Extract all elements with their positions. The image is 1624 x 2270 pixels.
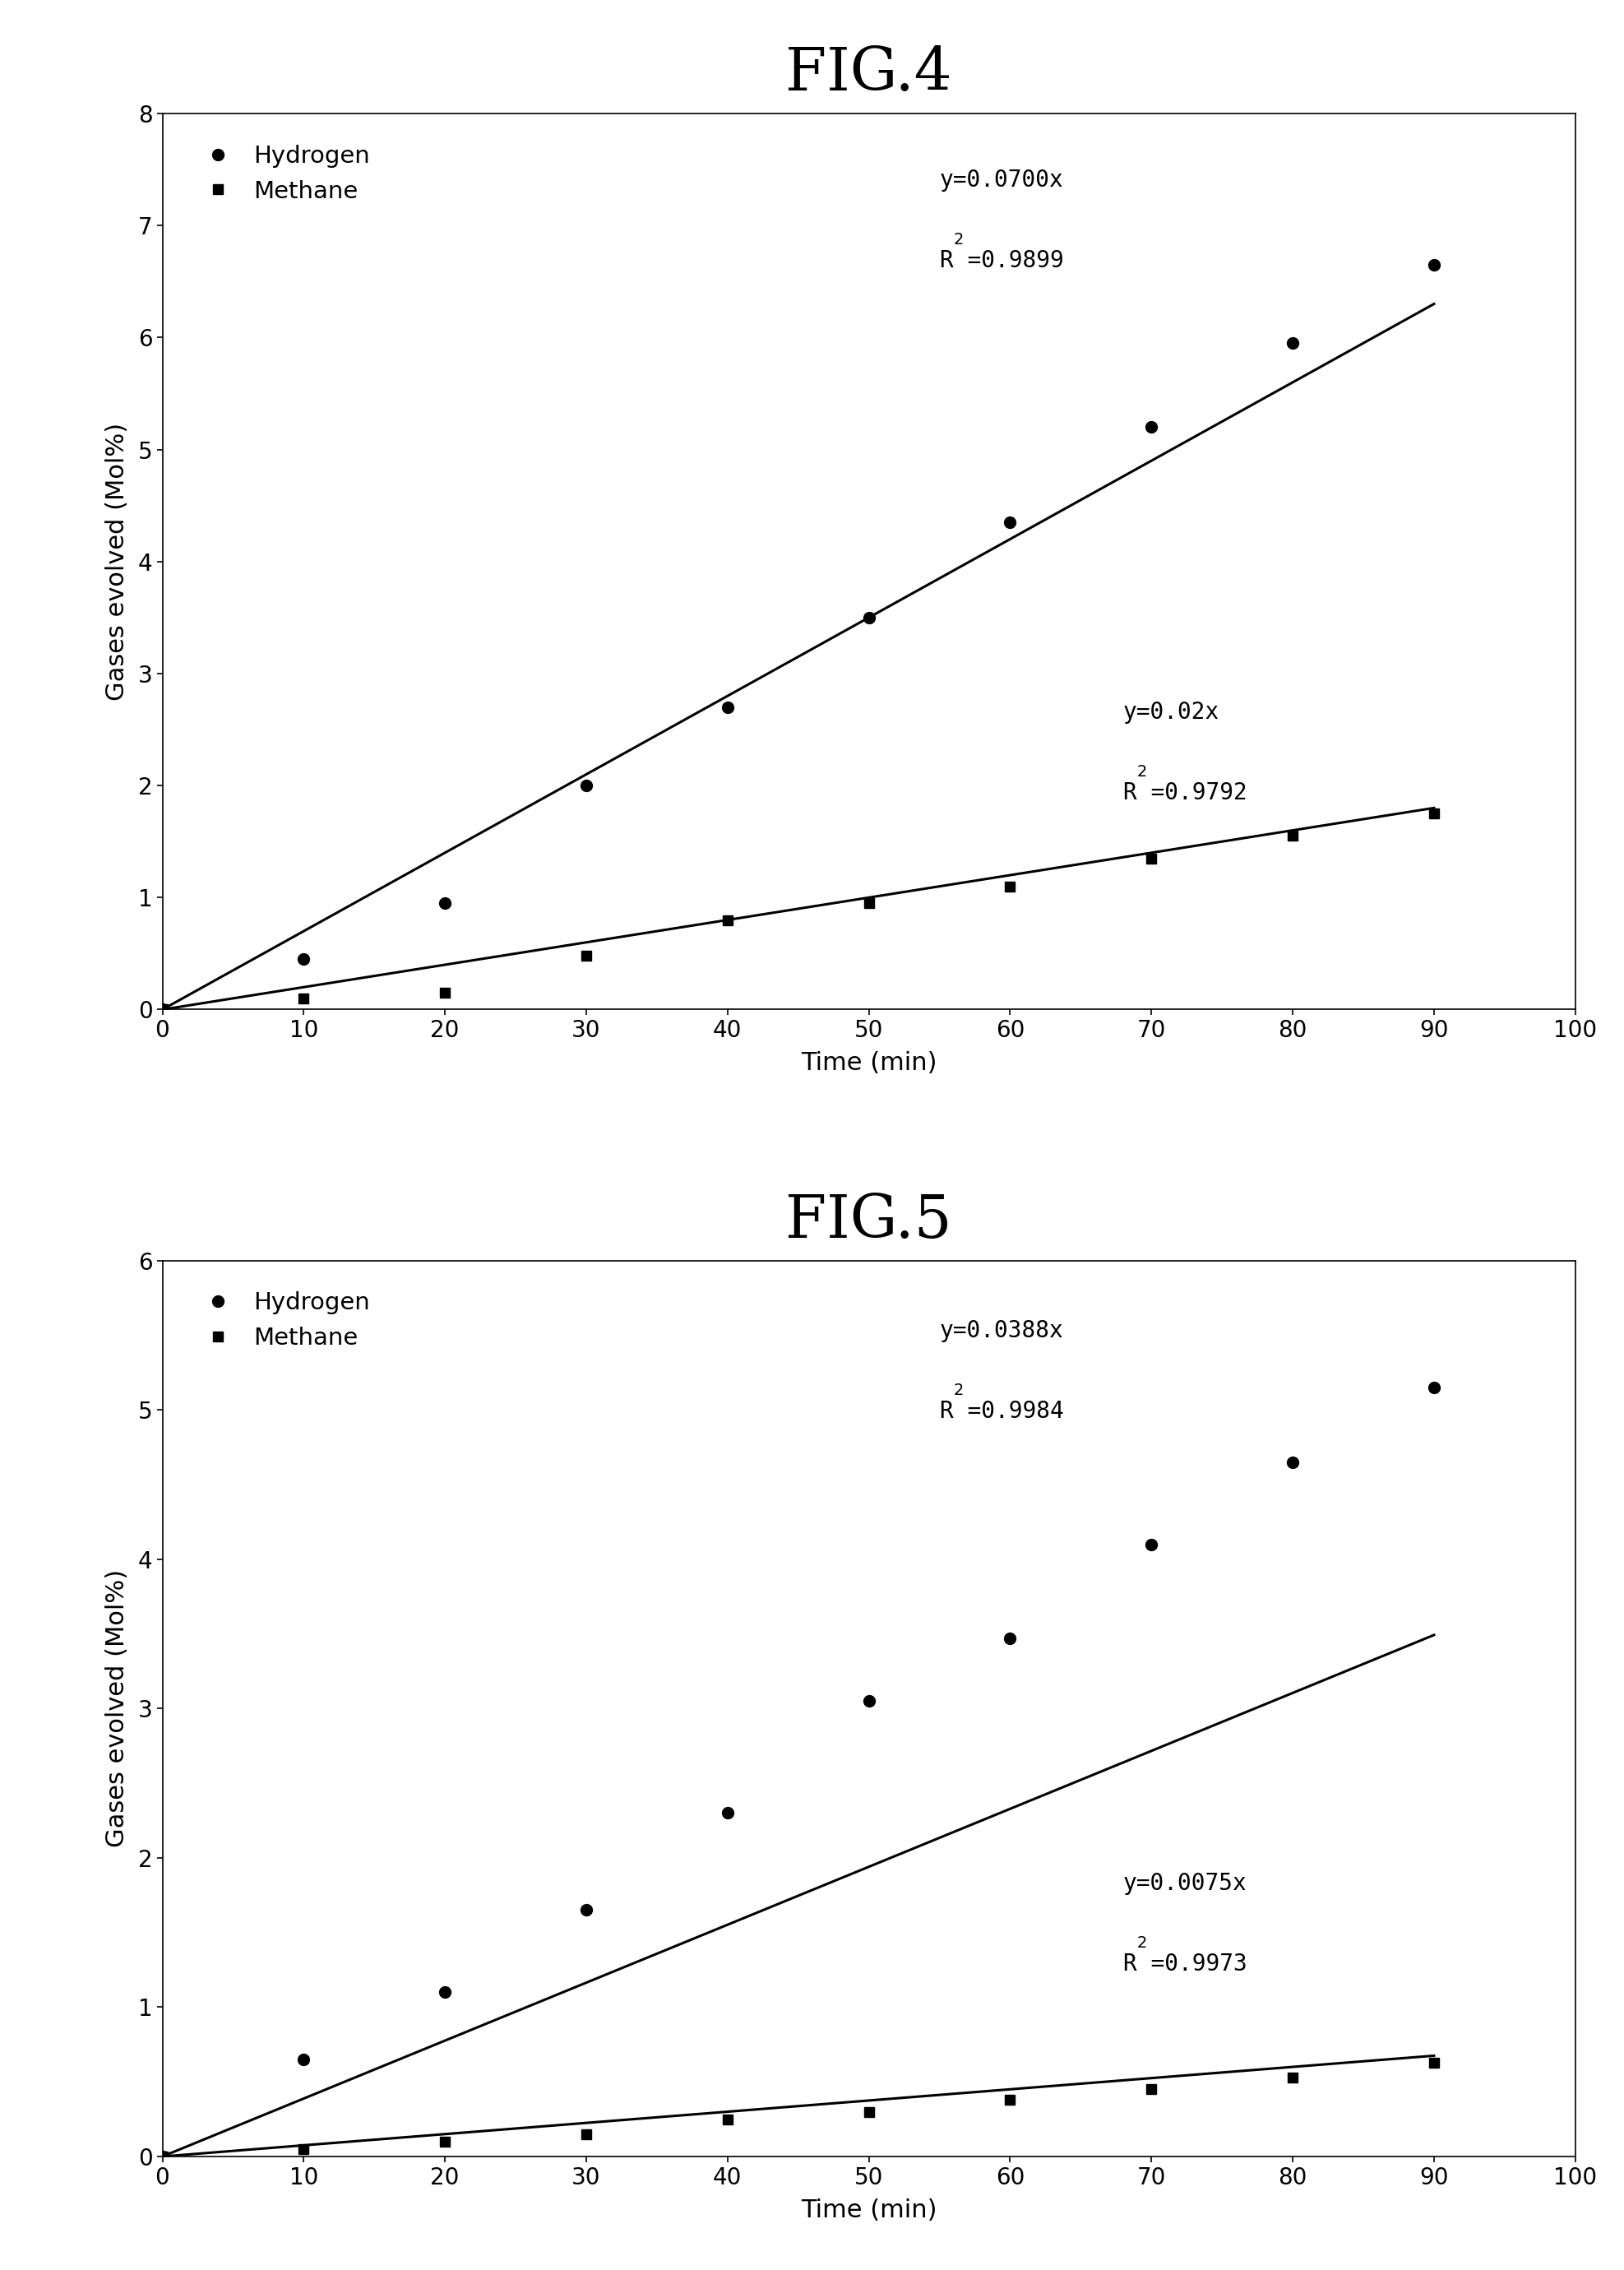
Text: y=0.0075x: y=0.0075x bbox=[1124, 1873, 1247, 1895]
Text: 2: 2 bbox=[1137, 1934, 1148, 1950]
Text: R =0.9899: R =0.9899 bbox=[939, 250, 1064, 272]
Text: y=0.02x: y=0.02x bbox=[1124, 701, 1220, 724]
Legend: Hydrogen, Methane: Hydrogen, Methane bbox=[174, 125, 390, 222]
Title: FIG.4: FIG.4 bbox=[786, 45, 952, 102]
Text: R =0.9984: R =0.9984 bbox=[939, 1401, 1064, 1423]
Text: 2: 2 bbox=[953, 1382, 963, 1398]
Text: 2: 2 bbox=[1137, 765, 1148, 779]
X-axis label: Time (min): Time (min) bbox=[801, 1051, 937, 1076]
Text: y=0.0388x: y=0.0388x bbox=[939, 1319, 1064, 1342]
Legend: Hydrogen, Methane: Hydrogen, Methane bbox=[174, 1273, 390, 1369]
X-axis label: Time (min): Time (min) bbox=[801, 2197, 937, 2222]
Title: FIG.5: FIG.5 bbox=[786, 1192, 952, 1251]
Y-axis label: Gases evolved (Mol%): Gases evolved (Mol%) bbox=[106, 1569, 128, 1848]
Text: R =0.9973: R =0.9973 bbox=[1124, 1952, 1247, 1975]
Y-axis label: Gases evolved (Mol%): Gases evolved (Mol%) bbox=[106, 422, 128, 701]
Text: 2: 2 bbox=[953, 232, 963, 247]
Text: R =0.9792: R =0.9792 bbox=[1124, 781, 1247, 804]
Text: y=0.0700x: y=0.0700x bbox=[939, 168, 1064, 193]
